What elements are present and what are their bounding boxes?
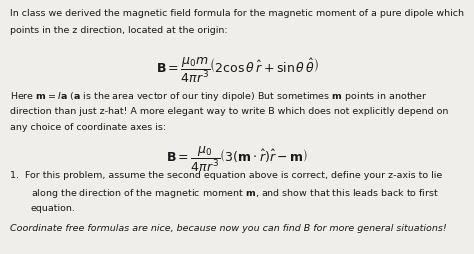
Text: Here $\mathbf{m} = I\mathbf{a}$ ($\mathbf{a}$ is the area vector of our tiny dip: Here $\mathbf{m} = I\mathbf{a}$ ($\mathb… [10, 89, 428, 102]
Text: any choice of coordinate axes is:: any choice of coordinate axes is: [10, 123, 166, 132]
Text: Coordinate free formulas are nice, because now you can find B for more general s: Coordinate free formulas are nice, becau… [10, 224, 447, 232]
Text: direction than just z-hat! A more elegant way to write B which does not explicit: direction than just z-hat! A more elegan… [10, 106, 449, 115]
Text: along the direction of the magnetic moment $\mathbf{m}$, and show that this lead: along the direction of the magnetic mome… [31, 187, 439, 200]
Text: equation.: equation. [31, 203, 76, 212]
Text: In class we derived the magnetic field formula for the magnetic moment of a pure: In class we derived the magnetic field f… [10, 9, 465, 18]
Text: 1.  For this problem, assume the second equation above is correct, define your z: 1. For this problem, assume the second e… [10, 170, 443, 179]
Text: points in the z direction, located at the origin:: points in the z direction, located at th… [10, 26, 228, 35]
Text: $\mathbf{B} = \dfrac{\mu_0 m}{4\pi r^3}\left(2\cos\theta\,\hat{r} + \sin\theta\,: $\mathbf{B} = \dfrac{\mu_0 m}{4\pi r^3}\… [155, 56, 319, 85]
Text: $\mathbf{B} = \dfrac{\mu_0}{4\pi r^3}\left(3(\mathbf{m}\cdot\hat{r})\hat{r} - \m: $\mathbf{B} = \dfrac{\mu_0}{4\pi r^3}\le… [166, 145, 308, 174]
